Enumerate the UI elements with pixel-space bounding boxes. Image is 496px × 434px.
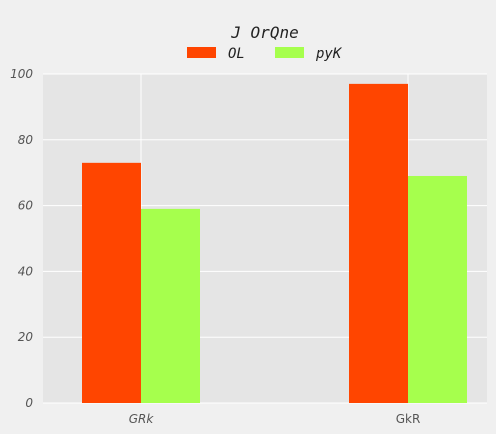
x-tick-label: GkR [396, 412, 421, 426]
bar-ol-grk [82, 162, 141, 403]
legend: OL pyK [187, 46, 343, 62]
legend-label-ol: OL [228, 46, 245, 62]
legend-swatch-pyk [275, 47, 304, 58]
bar-pyk-gkr [408, 175, 467, 403]
legend-label-pyk: pyK [315, 46, 343, 62]
y-tick-label: 80 [18, 133, 34, 147]
y-axis-ticks: 0 20 40 60 80 100 [10, 67, 33, 410]
x-tick-label: GRk [129, 412, 155, 426]
y-tick-label: 20 [18, 330, 34, 344]
y-tick-label: 0 [25, 396, 33, 410]
y-tick-label: 60 [18, 199, 34, 213]
y-tick-label: 40 [18, 264, 34, 278]
bar-ol-gkr [349, 83, 408, 404]
legend-swatch-ol [187, 47, 216, 58]
y-tick-label: 100 [10, 67, 33, 81]
x-axis-ticks: GRk GkR [129, 412, 421, 426]
bar-pyk-grk [141, 208, 200, 403]
chart-title: J OrQne [230, 23, 298, 42]
bars-layer [82, 83, 467, 404]
